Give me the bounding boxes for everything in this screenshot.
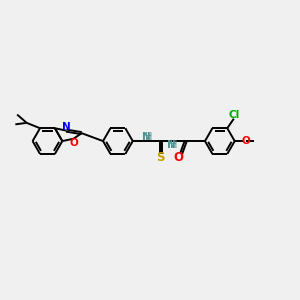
Text: S: S (156, 151, 165, 164)
Text: H: H (170, 140, 177, 150)
Text: O: O (174, 151, 184, 164)
Text: O: O (241, 136, 250, 146)
Text: N: N (142, 132, 151, 142)
Text: N: N (62, 122, 71, 132)
Text: Cl: Cl (229, 110, 240, 120)
Text: H: H (145, 132, 152, 142)
Text: N: N (167, 140, 176, 150)
Text: O: O (70, 138, 79, 148)
